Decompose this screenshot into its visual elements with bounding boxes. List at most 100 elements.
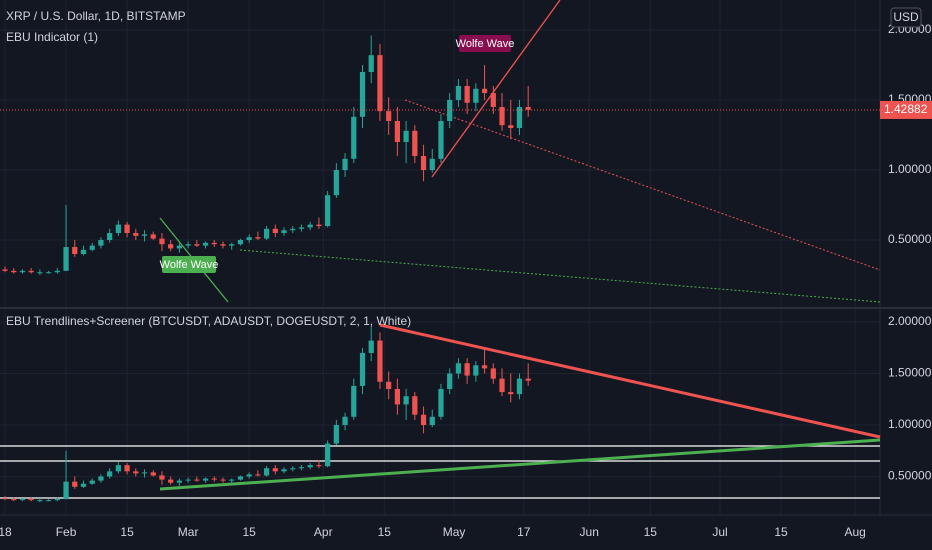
- candle-body: [80, 249, 87, 255]
- candle-body: [72, 481, 78, 487]
- candle-body: [89, 480, 95, 484]
- candle-body: [290, 468, 296, 470]
- candle-body: [490, 92, 496, 107]
- axes: 18 Feb 15 Mar 15 Apr 15 May 17 Jun 15 Jul 15 Aug 0.500…: [0, 22, 932, 539]
- candle-body: [351, 116, 357, 159]
- candle-body: [150, 234, 156, 239]
- candle-body: [159, 238, 165, 245]
- candle-body: [150, 472, 156, 476]
- candle-body: [168, 244, 174, 249]
- candle-body: [98, 240, 104, 246]
- candle-body: [359, 71, 366, 117]
- candle-body: [412, 130, 418, 157]
- candle-body: [333, 170, 339, 196]
- candle-body: [2, 269, 8, 271]
- candle-body: [403, 396, 409, 405]
- chart-title: XRP / U.S. Dollar, 1D, BITSTAMP: [6, 9, 186, 23]
- candle-body: [464, 363, 470, 376]
- candle-body: [63, 481, 69, 500]
- candle-body: [316, 465, 322, 467]
- candle-body: [333, 425, 339, 444]
- candle-body: [11, 270, 17, 273]
- candle-body: [45, 272, 52, 274]
- candle-body: [420, 156, 427, 171]
- lower-indicator-label: EBU Trendlines+Screener (BTCUSDT, ADAUSD…: [6, 314, 411, 328]
- candle-body: [342, 416, 348, 426]
- x-tick-label: 17: [517, 525, 531, 539]
- annotation: Wolfe Wave: [456, 38, 515, 50]
- candle-body: [447, 373, 453, 389]
- x-tick-label: Feb: [56, 525, 77, 539]
- candle-body: [45, 500, 52, 502]
- candle-body: [263, 228, 270, 239]
- candle-body: [473, 88, 479, 103]
- candle-body: [342, 158, 348, 171]
- y-tick-label: 1.50000: [888, 366, 932, 380]
- y-tick-label: 2.00000: [888, 314, 932, 328]
- x-tick-label: 15: [378, 525, 392, 539]
- candle-body: [412, 396, 418, 415]
- candle-body: [508, 392, 514, 395]
- wolfe-target-line: [404, 99, 881, 271]
- x-tick-label: Mar: [178, 525, 199, 539]
- candle-body: [19, 499, 26, 501]
- candle-body: [141, 472, 148, 474]
- candle-body: [115, 465, 121, 472]
- candle-body: [194, 479, 200, 481]
- candle-body: [176, 245, 183, 249]
- y-tick-label: 0.50000: [888, 469, 932, 483]
- candle-body: [133, 233, 139, 236]
- candle-body: [115, 224, 121, 234]
- candle-body: [508, 125, 514, 128]
- candle-body: [447, 99, 453, 121]
- candle-body: [525, 106, 531, 110]
- y-tick-label: 1.00000: [888, 162, 932, 176]
- grid: [0, 0, 880, 515]
- candle-body: [307, 224, 313, 228]
- candle-body: [202, 242, 209, 246]
- x-tick-label: 18: [0, 525, 12, 539]
- wolfe-target-line: [239, 249, 881, 303]
- candle-body: [37, 272, 43, 274]
- indicator-label: EBU Indicator (1): [6, 30, 98, 44]
- candle-body: [141, 234, 148, 236]
- candle-body: [220, 244, 226, 246]
- candle-body: [298, 467, 305, 469]
- x-tick-label: 15: [120, 525, 134, 539]
- candle-body: [63, 247, 69, 271]
- candle-body: [168, 479, 174, 483]
- x-tick-label: May: [443, 525, 466, 539]
- candle-body: [290, 228, 296, 231]
- candle-body: [368, 55, 374, 72]
- trendline: [379, 323, 881, 439]
- x-tick-label: 15: [774, 525, 788, 539]
- candle-body: [185, 479, 191, 481]
- candle-body: [19, 270, 26, 273]
- candle-body: [438, 388, 444, 417]
- candle-body: [438, 120, 444, 159]
- last-price-box: [880, 100, 932, 119]
- candle-body: [281, 230, 287, 234]
- candle-body: [54, 499, 60, 501]
- candle-body: [516, 378, 523, 395]
- x-tick-label: Jun: [580, 525, 599, 539]
- candle-body: [455, 363, 462, 374]
- candle-body: [246, 474, 252, 477]
- currency-box: [890, 7, 922, 28]
- candle-body: [255, 474, 261, 476]
- candle-body: [473, 365, 479, 376]
- annotation-box: [162, 256, 216, 273]
- candle-body: [194, 244, 200, 246]
- candle-body: [386, 111, 392, 121]
- y-tick-label: 1.00000: [888, 417, 932, 431]
- candle-body: [28, 270, 34, 273]
- wolfe-line: [431, 0, 561, 178]
- candle-body: [11, 499, 17, 501]
- candle-body: [490, 368, 496, 379]
- candle-body: [307, 465, 313, 468]
- candle-body: [263, 468, 270, 476]
- candle-body: [185, 244, 191, 246]
- candle-body: [394, 388, 400, 405]
- candle-body: [54, 270, 60, 273]
